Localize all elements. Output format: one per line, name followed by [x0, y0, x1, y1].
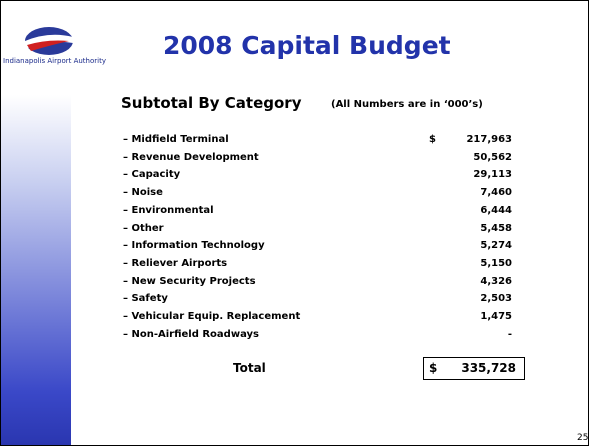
title: 2008 Capital Budget: [163, 31, 451, 60]
row-label: – New Security Projects: [123, 275, 256, 287]
note: (All Numbers are in ‘000’s): [331, 99, 483, 110]
row-value: -: [507, 328, 512, 340]
subtitle: Subtotal By Category: [121, 94, 302, 112]
row-label: – Capacity: [123, 169, 181, 181]
total-currency: $: [429, 361, 438, 375]
row-label: – Non-Airfield Roadways: [123, 328, 259, 340]
row-value: 1,475: [480, 311, 512, 322]
side-strip: [1, 95, 71, 445]
row-value: 217,963: [466, 134, 512, 145]
row-label: – Reliever Airports: [123, 257, 228, 269]
row-value: 50,562: [473, 151, 512, 163]
logo: [25, 27, 73, 55]
page-number: 25: [577, 433, 589, 443]
row-value: 6,444: [480, 204, 512, 216]
row-value: 29,113: [473, 169, 512, 181]
row-label: – Noise: [123, 187, 163, 199]
row-label: – Midfield Terminal: [123, 134, 229, 145]
row-label: – Vehicular Equip. Replacement: [123, 311, 301, 322]
row-label: – Revenue Development: [123, 151, 259, 163]
total-value: 335,728: [461, 361, 516, 375]
row-value: 5,150: [480, 257, 512, 269]
row-label: – Safety: [123, 293, 168, 305]
row-label: – Environmental: [123, 204, 214, 216]
row-value: 2,503: [480, 293, 512, 305]
row-currency: $: [429, 134, 436, 145]
total-box: [423, 357, 525, 380]
row-value: 7,460: [480, 187, 512, 199]
logo-text: Indianapolis Airport Authority: [3, 57, 106, 65]
row-value: 5,458: [480, 222, 512, 234]
total-label: Total: [233, 361, 266, 375]
row-value: 5,274: [480, 240, 512, 252]
row-label: – Information Technology: [123, 240, 265, 252]
row-value: 4,326: [480, 275, 512, 287]
row-label: – Other: [123, 222, 164, 234]
